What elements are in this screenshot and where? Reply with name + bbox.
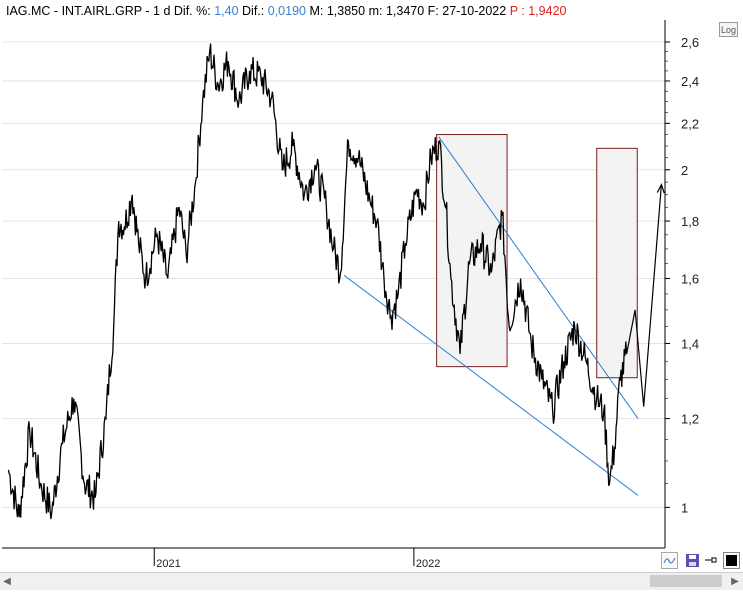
grid bbox=[2, 41, 665, 508]
dif-label: Dif.: bbox=[242, 4, 265, 18]
horizontal-scrollbar[interactable]: ◀ ▶ bbox=[0, 572, 743, 590]
x-tick-label: 2021 bbox=[156, 558, 180, 570]
period-label: 1 d bbox=[153, 4, 171, 18]
y-tick-label: 2,4 bbox=[681, 74, 699, 89]
min-label: m: bbox=[368, 4, 383, 18]
y-tick-label: 1 bbox=[681, 500, 688, 515]
dif-value: 0,0190 bbox=[267, 4, 306, 18]
y-tick-label: 1,4 bbox=[681, 336, 699, 351]
instrument-name: INT.AIRL.GRP bbox=[61, 4, 142, 18]
save-icon[interactable] bbox=[684, 552, 701, 569]
scroll-thumb[interactable] bbox=[650, 575, 722, 587]
date-value: 27-10-2022 bbox=[442, 4, 507, 18]
max-value: 1,3850 bbox=[326, 4, 366, 18]
y-tick-label: 2,6 bbox=[681, 35, 699, 50]
scroll-right-icon[interactable]: ▶ bbox=[731, 576, 739, 587]
y-tick-label: 1,6 bbox=[681, 271, 699, 286]
max-label: M: bbox=[309, 4, 324, 18]
axes: 1 1,2 1,4 1,6 1,8 2 2,2 2,4 2,6 2021 2022 bbox=[2, 20, 699, 570]
price-line bbox=[7, 43, 628, 520]
wave-icon[interactable] bbox=[661, 552, 678, 569]
pin-icon[interactable] bbox=[702, 552, 719, 569]
x-tick-label: 2022 bbox=[416, 558, 440, 570]
color-square-icon[interactable] bbox=[723, 552, 740, 569]
y-tick-label: 2 bbox=[681, 163, 688, 178]
dif-pct-value: 1,40 bbox=[214, 4, 239, 18]
chart-header: IAG.MC - INT.AIRL.GRP - 1 d Dif. %: 1,40… bbox=[6, 4, 567, 18]
y-tick-label: 1,2 bbox=[681, 412, 699, 427]
price-value: 1,9420 bbox=[528, 4, 567, 18]
projection-arrowhead bbox=[656, 183, 665, 194]
symbol-label: IAG.MC bbox=[6, 4, 51, 18]
projection-layer bbox=[626, 183, 665, 407]
rectangles-layer bbox=[436, 134, 638, 379]
rectangle-box bbox=[596, 147, 638, 379]
date-label: F: bbox=[427, 4, 439, 18]
scroll-left-icon[interactable]: ◀ bbox=[3, 576, 11, 587]
log-scale-button[interactable]: Log bbox=[719, 22, 738, 37]
price-label: P : bbox=[509, 4, 525, 18]
price-series bbox=[7, 43, 628, 520]
projection-line bbox=[626, 184, 662, 407]
y-tick-label: 2,2 bbox=[681, 116, 699, 131]
min-value: 1,3470 bbox=[385, 4, 425, 18]
y-tick-label: 1,8 bbox=[681, 214, 699, 229]
dif-pct-label: Dif. %: bbox=[173, 4, 211, 18]
trendline bbox=[438, 136, 639, 419]
